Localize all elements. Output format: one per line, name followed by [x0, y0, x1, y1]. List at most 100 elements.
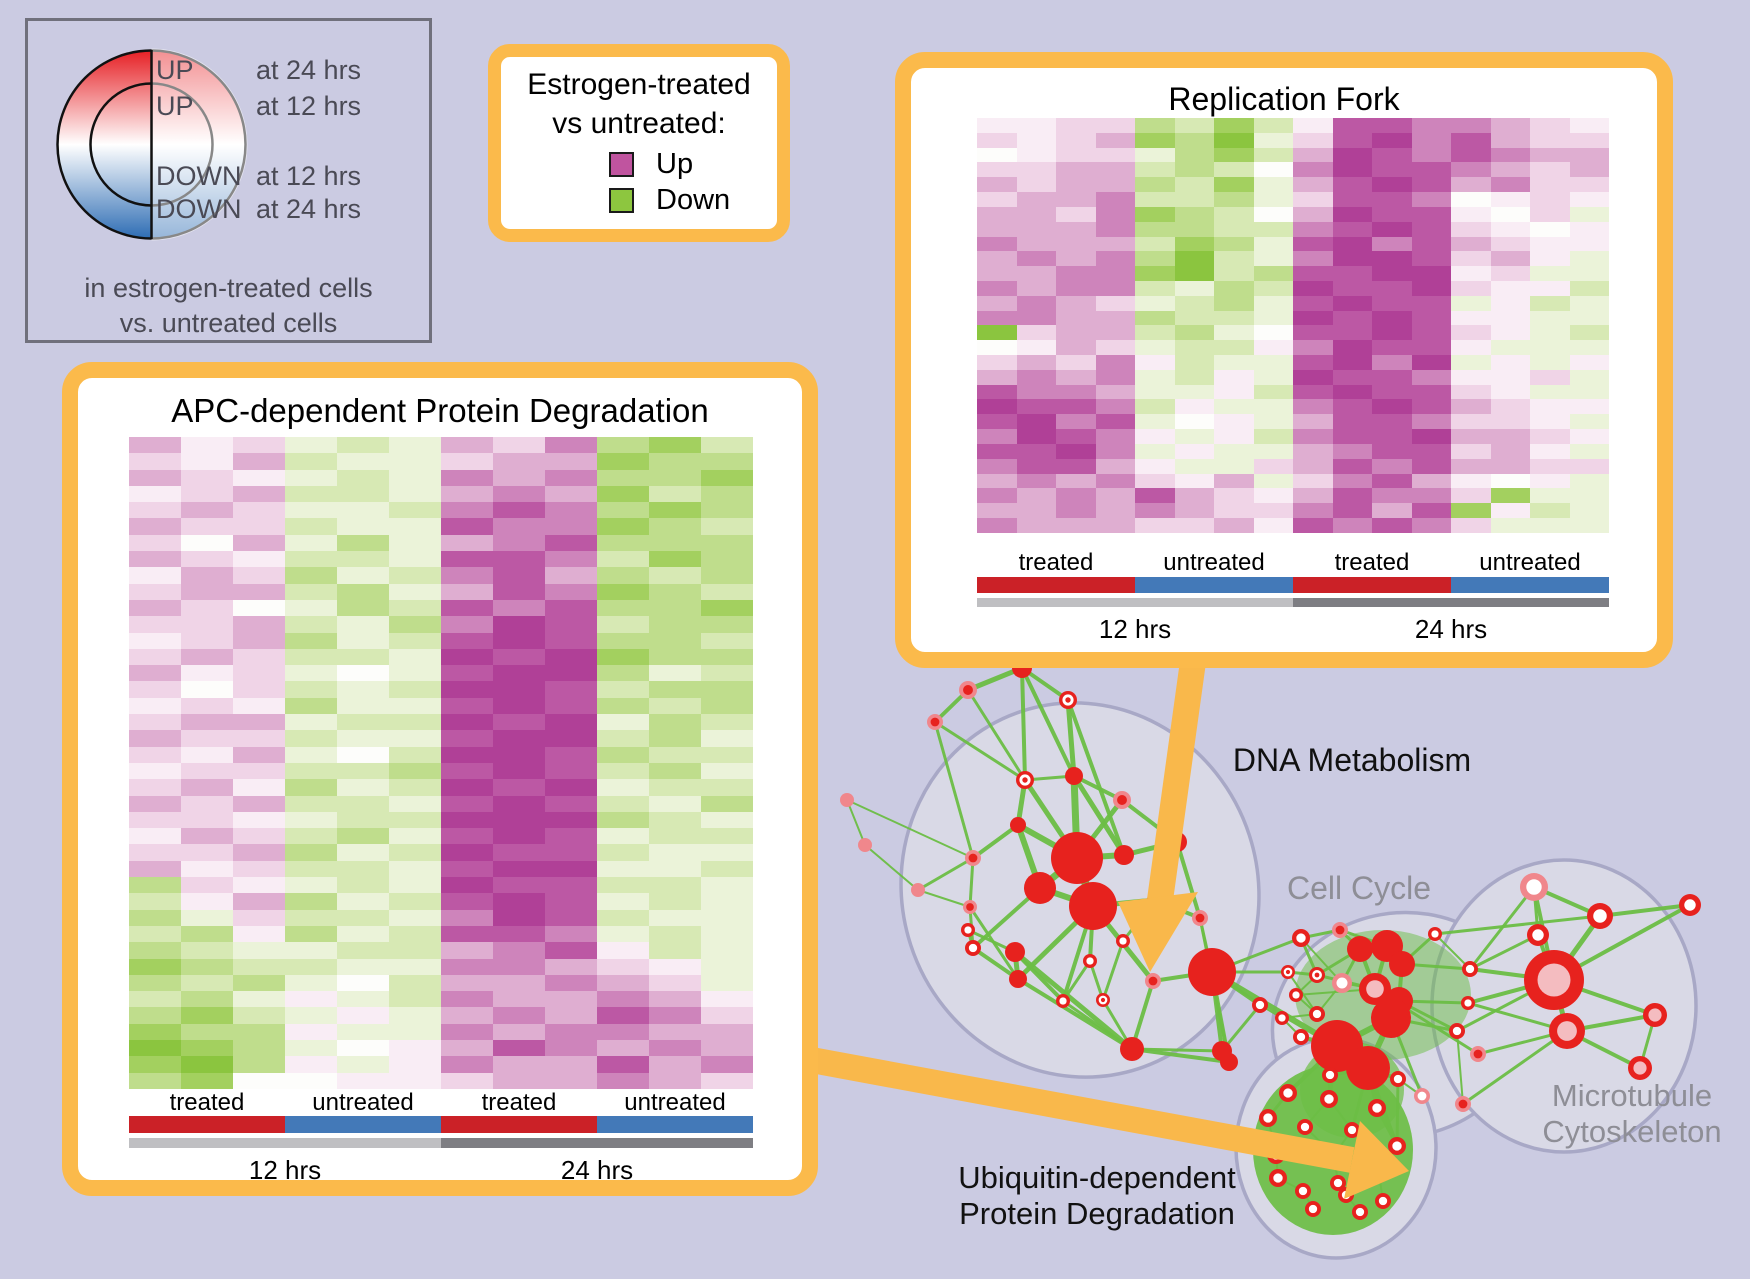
heatmap-cell: [1411, 162, 1451, 178]
heatmap-cell: [1411, 132, 1451, 148]
heatmap-cell: [1253, 488, 1293, 504]
hour-bar: [129, 1138, 441, 1148]
hour-label: 24 hrs: [1414, 614, 1488, 644]
heatmap-cell: [441, 942, 493, 959]
heatmap-cell: [389, 730, 441, 747]
heatmap-cell: [1411, 458, 1451, 474]
heatmap-cell: [389, 860, 441, 878]
heatmap-cell: [181, 714, 233, 731]
heatmap-cell: [1490, 251, 1530, 267]
heatmap-cell: [493, 811, 545, 829]
heatmap-cell: [1530, 369, 1570, 385]
heatmap-cell: [649, 795, 701, 812]
heatmap-cell: [285, 567, 337, 584]
heatmap-cell: [1174, 325, 1214, 341]
heatmap-cell: [285, 616, 337, 633]
heatmap-cell: [1214, 132, 1254, 148]
heatmap-cell: [1490, 325, 1530, 341]
heatmap-cell: [233, 502, 285, 519]
heatmap-cell: [649, 469, 701, 486]
heatmap-cell: [1056, 325, 1096, 341]
heatmap-cell: [649, 991, 701, 1008]
heatmap-cell: [441, 616, 493, 633]
heatmap-cell: [493, 567, 545, 584]
heatmap-cell: [233, 599, 285, 617]
heatmap-cell: [649, 534, 701, 552]
cluster-label-ubiquitin-degradation: Ubiquitin-dependent Protein Degradation: [958, 1160, 1236, 1232]
heatmap-cell: [701, 567, 753, 584]
heatmap-cell: [545, 681, 597, 698]
heatmap-cell: [441, 730, 493, 747]
estrogen-legend-title-line: vs untreated:: [552, 107, 726, 140]
heatmap-cell: [1095, 443, 1135, 459]
heatmap-cell: [1056, 369, 1096, 385]
heatmap-cell: [233, 828, 285, 845]
heatmap-cell: [129, 991, 181, 1008]
heatmap-cell: [701, 437, 753, 454]
heatmap-cell: [493, 909, 545, 926]
heatmap-cell: [129, 746, 181, 763]
heatmap-cell: [597, 909, 649, 926]
heatmap-cell: [441, 877, 493, 894]
heatmap-cell: [1095, 147, 1135, 163]
heatmap-cell: [233, 811, 285, 829]
heatmap-cell: [545, 551, 597, 568]
heatmap-cell: [545, 469, 597, 486]
heatmap-cell: [1214, 340, 1254, 355]
heatmap-cell: [1332, 503, 1372, 518]
heatmap-cell: [1451, 458, 1491, 474]
heatmap-cell: [701, 974, 753, 992]
heatmap-cell: [649, 437, 701, 454]
heatmap-cell: [701, 599, 753, 617]
estrogen-legend-box: Estrogen-treated vs untreated: Up Down: [488, 44, 790, 242]
heatmap-cell: [181, 860, 233, 878]
estrogen-legend-title-line: Estrogen-treated: [527, 68, 751, 101]
heatmap-cell: [597, 437, 649, 454]
network-edge: [1066, 698, 1126, 857]
heatmap-cell: [597, 518, 649, 535]
network-edge: [846, 799, 974, 859]
heatmap-cell: [337, 632, 389, 649]
heatmap-cell: [233, 1007, 285, 1024]
heatmap-cell: [285, 469, 337, 486]
heatmap-cell: [1253, 429, 1293, 444]
heatmap-cell: [977, 206, 1017, 222]
network-node: [1389, 951, 1415, 977]
heatmap-cell: [337, 893, 389, 910]
heatmap-cell: [545, 502, 597, 519]
heatmap-cell: [1056, 443, 1096, 459]
heatmap-cell: [1253, 458, 1293, 474]
heatmap-cell: [233, 1039, 285, 1057]
heatmap-cell: [389, 1039, 441, 1057]
heatmap-cell: [337, 616, 389, 633]
heatmap-cell: [701, 746, 753, 763]
heatmap-cell: [493, 942, 545, 959]
heatmap-cell: [1411, 118, 1451, 133]
heatmap-cell: [389, 681, 441, 698]
heatmap-cell: [597, 583, 649, 600]
heatmap-cell: [1411, 384, 1451, 400]
legend-direction: UP: [156, 55, 194, 85]
heatmap-cell: [1056, 177, 1096, 193]
heatmap-cell: [1530, 355, 1570, 370]
heatmap-cell: [597, 1056, 649, 1073]
heatmap-cell: [129, 697, 181, 715]
heatmap-cell: [493, 697, 545, 715]
heatmap-cell: [337, 648, 389, 666]
heatmap-cell: [1569, 355, 1609, 370]
heatmap-cell: [1174, 118, 1214, 133]
heatmap-cell: [649, 681, 701, 698]
network-edge: [1071, 773, 1127, 858]
heatmap-cell: [1214, 118, 1254, 133]
heatmap-cell: [1530, 295, 1570, 311]
heatmap-cell: [1451, 266, 1491, 281]
heatmap-cell: [441, 974, 493, 992]
heatmap-cell: [1451, 429, 1491, 444]
heatmap-cell: [977, 414, 1017, 430]
network-edge: [1012, 949, 1135, 1052]
heatmap-cell: [597, 974, 649, 992]
heatmap-cell: [1372, 369, 1412, 385]
heatmap-cell: [1293, 340, 1333, 355]
network-node: [1059, 997, 1067, 1005]
heatmap-cell: [1451, 340, 1491, 355]
